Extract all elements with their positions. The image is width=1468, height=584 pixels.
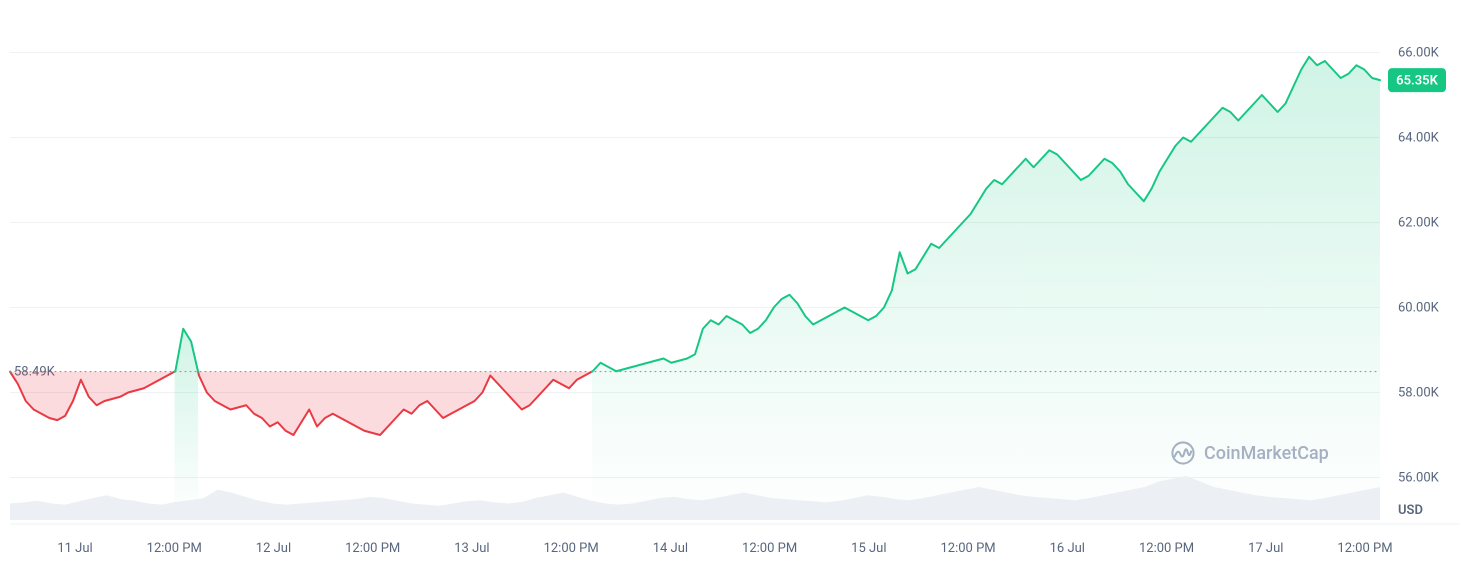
x-axis-label: 12:00 PM (742, 541, 797, 556)
y-axis-label: 66.00K (1398, 46, 1440, 61)
x-axis-label: 13 Jul (454, 541, 489, 556)
y-axis-label: 58.00K (1398, 386, 1440, 401)
y-axis-label: 60.00K (1398, 301, 1440, 316)
x-axis-label: 16 Jul (1050, 541, 1085, 556)
x-axis-label: 12:00 PM (1139, 541, 1194, 556)
y-axis-label: 56.00K (1398, 471, 1440, 486)
x-axis-label: 15 Jul (851, 541, 886, 556)
x-axis-label: 12 Jul (256, 541, 291, 556)
x-axis-label: 12:00 PM (1337, 541, 1392, 556)
x-axis-label: 12:00 PM (147, 541, 202, 556)
area-up (592, 57, 1380, 520)
x-axis-label: 11 Jul (57, 541, 92, 556)
current-price-badge: 65.35K (1388, 68, 1446, 92)
svg-text:65.35K: 65.35K (1396, 74, 1438, 89)
y-axis-label: 62.00K (1398, 216, 1440, 231)
x-axis-label: 14 Jul (653, 541, 688, 556)
currency-label: USD (1398, 503, 1423, 518)
x-axis-label: 12:00 PM (544, 541, 599, 556)
area-down (10, 372, 175, 420)
area-down (198, 372, 592, 435)
x-axis-label: 12:00 PM (940, 541, 995, 556)
x-axis-label: 12:00 PM (345, 541, 400, 556)
price-chart[interactable]: 56.00K58.00K60.00K62.00K64.00K66.00K58.4… (0, 0, 1468, 584)
x-axis-label: 17 Jul (1248, 541, 1283, 556)
y-axis-label: 64.00K (1398, 131, 1440, 146)
